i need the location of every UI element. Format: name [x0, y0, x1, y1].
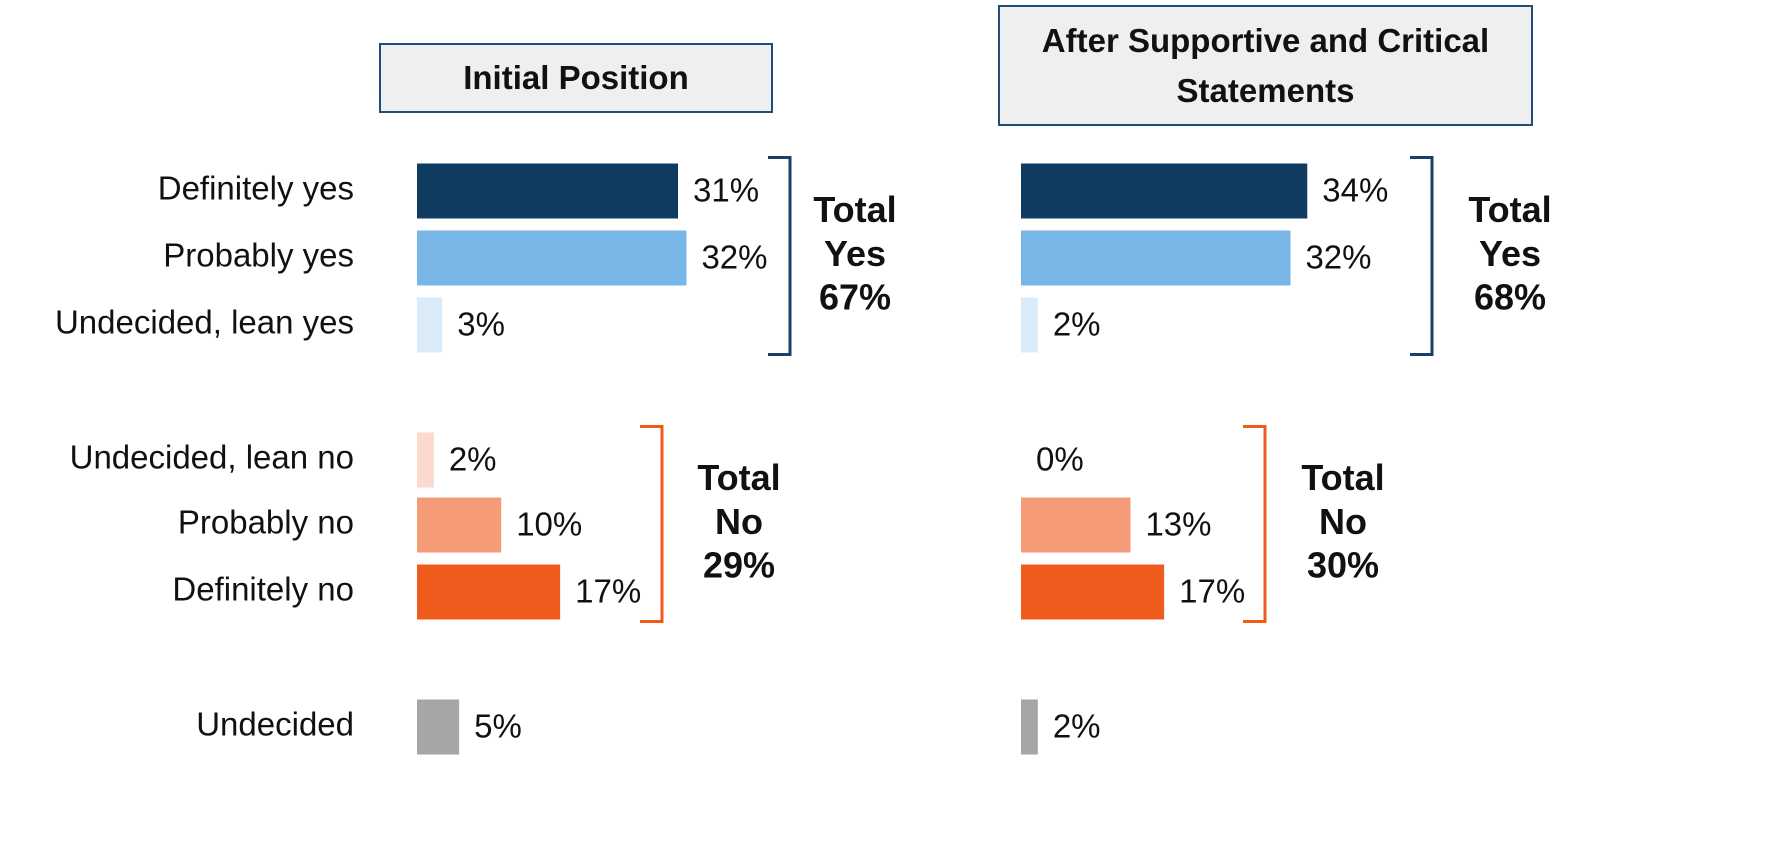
total-value: 30%: [1307, 545, 1379, 586]
value-label: 32%: [1305, 239, 1371, 276]
total-value: 68%: [1474, 277, 1546, 318]
bracket: [640, 425, 664, 623]
total-label: Total No: [1301, 457, 1384, 542]
bar: [417, 699, 460, 755]
bar: [1021, 163, 1308, 219]
total-label-line: Total: [1468, 189, 1551, 230]
value-label: 17%: [1179, 573, 1245, 610]
total-label-line: No: [1319, 501, 1367, 542]
value-label: 31%: [693, 172, 759, 209]
bracket: [1410, 156, 1434, 356]
bar: [417, 297, 443, 353]
value-label: 2%: [449, 441, 497, 478]
bar: [417, 432, 434, 488]
value-label: 2%: [1053, 306, 1101, 343]
total-label: Total Yes: [813, 189, 896, 274]
total-label-line: Yes: [824, 233, 886, 274]
category-label: Undecided, lean yes: [55, 304, 354, 341]
total-label-line: No: [715, 501, 763, 542]
bracket: [768, 156, 792, 356]
category-label: Undecided: [196, 706, 354, 743]
value-label: 2%: [1053, 708, 1101, 745]
bar: [417, 497, 502, 553]
category-label: Definitely yes: [158, 170, 354, 207]
value-label: 10%: [516, 506, 582, 543]
bar: [1021, 230, 1291, 286]
total-label: Total No: [697, 457, 780, 542]
value-label: 0%: [1036, 441, 1084, 478]
panel-header: After Supportive and Critical Statements: [998, 5, 1533, 126]
bar: [417, 564, 561, 620]
category-label: Probably no: [178, 504, 354, 541]
bar: [1021, 497, 1131, 553]
value-label: 3%: [457, 306, 505, 343]
bar: [1021, 564, 1165, 620]
value-label: 5%: [474, 708, 522, 745]
category-label: Probably yes: [163, 237, 354, 274]
bracket: [1243, 425, 1267, 623]
bar: [1021, 297, 1038, 353]
value-label: 13%: [1145, 506, 1211, 543]
value-label: 17%: [575, 573, 641, 610]
category-label: Definitely no: [172, 571, 354, 608]
total-label-line: Total: [1301, 457, 1384, 498]
bar: [417, 163, 679, 219]
total-label: Total Yes: [1468, 189, 1551, 274]
total-value: 29%: [703, 545, 775, 586]
total-value: 67%: [819, 277, 891, 318]
value-label: 32%: [701, 239, 767, 276]
total-label-line: Total: [697, 457, 780, 498]
total-label-line: Total: [813, 189, 896, 230]
panel-header: Initial Position: [379, 43, 773, 113]
category-label: Undecided, lean no: [70, 439, 354, 476]
total-label-line: Yes: [1479, 233, 1541, 274]
value-label: 34%: [1322, 172, 1388, 209]
bar: [417, 230, 687, 286]
bar: [1021, 699, 1038, 755]
